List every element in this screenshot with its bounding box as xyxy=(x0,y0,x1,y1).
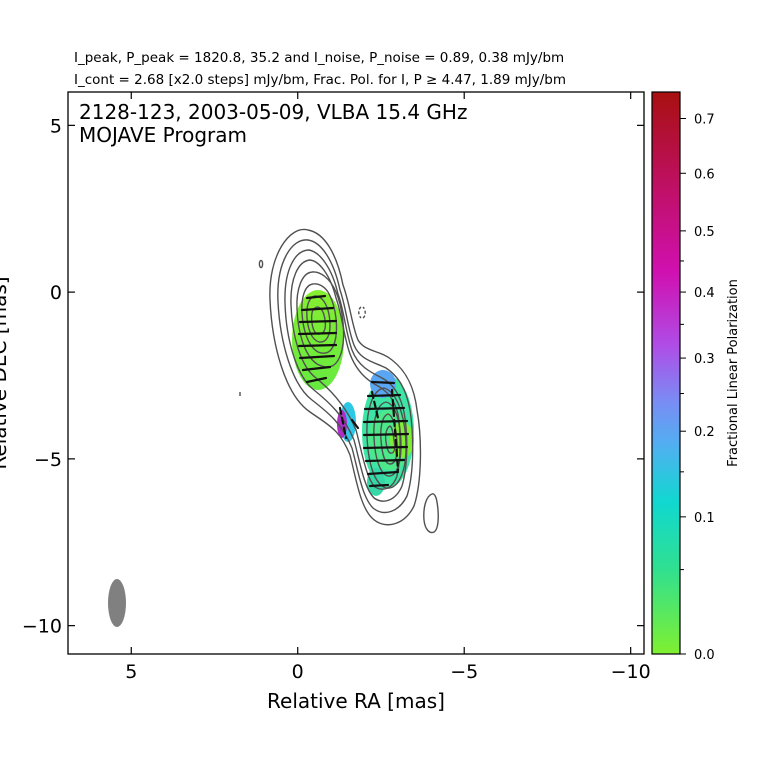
colorbar-tick-label: 0.6 xyxy=(694,167,715,182)
axis-ticks: 5 0 −5 −10 5 0 −5 −10 xyxy=(22,92,651,683)
colorbar-label: Fractional Linear Polarization xyxy=(726,279,741,467)
colorbar-tick-label: 0.4 xyxy=(694,286,715,301)
x-tick-label: −10 xyxy=(611,661,651,683)
plot-frame xyxy=(67,91,645,655)
contour-negative-1 xyxy=(358,306,362,319)
y-axis-label: Relative DEC [mas] xyxy=(0,276,11,469)
contour-level-4 xyxy=(290,259,401,490)
map-layer xyxy=(108,228,439,627)
colorbar-frame xyxy=(651,91,681,655)
y-tick-label: 5 xyxy=(50,115,62,137)
y-tick-label: −5 xyxy=(34,449,62,471)
evpa-ticks xyxy=(297,294,410,488)
colorbar-tick-label: 0.1 xyxy=(694,511,715,526)
x-tick-label: 5 xyxy=(125,661,137,683)
contour-core-1 xyxy=(296,271,345,368)
contour-jet-2 xyxy=(373,401,402,477)
colorbar-tick-label: 0.0 xyxy=(694,648,715,663)
contour-level-3 xyxy=(284,249,408,502)
colorbar-tick-label: 0.3 xyxy=(694,352,715,367)
y-tick-label: 0 xyxy=(50,282,62,304)
restoring-beam xyxy=(108,579,126,627)
colorbar-ticks: 0.0 0.1 0.2 0.3 0.4 0.5 0.6 0.7 xyxy=(680,112,715,663)
pol-patch-core xyxy=(292,290,344,390)
x-tick-label: 0 xyxy=(292,661,304,683)
header-line-1: I_peak, P_peak = 1820.8, 35.2 and I_nois… xyxy=(74,50,564,66)
colorbar-tick-label: 0.2 xyxy=(694,425,715,440)
contour-level-1 xyxy=(269,228,422,526)
x-axis-label: Relative RA [mas] xyxy=(267,689,445,713)
contour-negative-2 xyxy=(362,306,366,319)
contour-outlier-sw xyxy=(423,493,439,534)
contour-speck-1 xyxy=(258,259,264,269)
colorbar-tick-label: 0.7 xyxy=(694,112,715,127)
plot-area xyxy=(68,92,644,654)
colorbar xyxy=(652,92,680,654)
contour-core-3 xyxy=(306,295,331,343)
intensity-contours xyxy=(239,228,439,534)
x-tick-label: −5 xyxy=(450,661,478,683)
plot-title-line-2: MOJAVE Program xyxy=(79,123,247,147)
contour-level-2 xyxy=(277,239,414,514)
contour-jet-1 xyxy=(366,387,407,489)
y-tick-label: −10 xyxy=(22,616,62,638)
colorbar-tick-label: 0.5 xyxy=(694,225,715,240)
header-line-2: I_cont = 2.68 [x2.0 steps] mJy/bm, Frac.… xyxy=(74,72,566,88)
plot-title-line-1: 2128-123, 2003-05-09, VLBA 15.4 GHz xyxy=(79,100,467,124)
